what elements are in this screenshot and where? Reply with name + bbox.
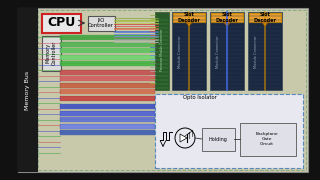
Bar xyxy=(38,10,306,170)
FancyBboxPatch shape xyxy=(173,13,205,22)
Text: Slot
Decoder: Slot Decoder xyxy=(253,12,276,23)
Bar xyxy=(60,42,155,46)
Polygon shape xyxy=(184,21,194,26)
FancyBboxPatch shape xyxy=(42,35,60,71)
Bar xyxy=(155,12,169,90)
Text: Module Connector: Module Connector xyxy=(216,36,220,68)
Text: Memory
Controller: Memory Controller xyxy=(46,41,56,65)
FancyBboxPatch shape xyxy=(239,123,295,156)
Text: Slot
Decoder: Slot Decoder xyxy=(178,12,200,23)
Text: Holding: Holding xyxy=(209,136,228,141)
Polygon shape xyxy=(180,134,187,142)
Bar xyxy=(60,69,155,75)
Text: I/O
Controller: I/O Controller xyxy=(88,18,114,28)
Bar xyxy=(60,96,155,100)
Bar xyxy=(60,123,155,129)
FancyBboxPatch shape xyxy=(249,13,281,22)
Bar xyxy=(210,12,244,90)
Bar xyxy=(60,111,155,116)
Text: Slot
Decoder: Slot Decoder xyxy=(216,12,238,23)
Bar xyxy=(60,76,155,81)
Bar xyxy=(60,35,155,40)
FancyBboxPatch shape xyxy=(202,127,235,150)
Text: Memory Bus: Memory Bus xyxy=(25,70,29,110)
Text: Opto Isolator: Opto Isolator xyxy=(183,94,217,100)
Text: Backplane
Gate
Circuit: Backplane Gate Circuit xyxy=(256,132,278,146)
Text: Processor Module Connector: Processor Module Connector xyxy=(160,29,164,71)
Bar xyxy=(18,8,38,172)
Text: Module Connector: Module Connector xyxy=(178,36,182,68)
Bar xyxy=(248,12,282,90)
FancyBboxPatch shape xyxy=(87,15,115,30)
FancyBboxPatch shape xyxy=(211,13,243,22)
Bar xyxy=(60,130,155,135)
FancyBboxPatch shape xyxy=(42,14,81,33)
Bar xyxy=(60,89,155,94)
Bar xyxy=(60,55,155,60)
Bar xyxy=(60,61,155,66)
Text: CPU: CPU xyxy=(47,17,75,30)
Bar xyxy=(60,117,155,122)
Polygon shape xyxy=(260,21,270,26)
Bar xyxy=(155,94,303,168)
Bar xyxy=(60,104,155,109)
Bar xyxy=(172,12,206,90)
Polygon shape xyxy=(222,21,232,26)
Bar xyxy=(60,48,155,53)
Bar xyxy=(60,82,155,87)
Text: Module Connector: Module Connector xyxy=(254,36,258,68)
